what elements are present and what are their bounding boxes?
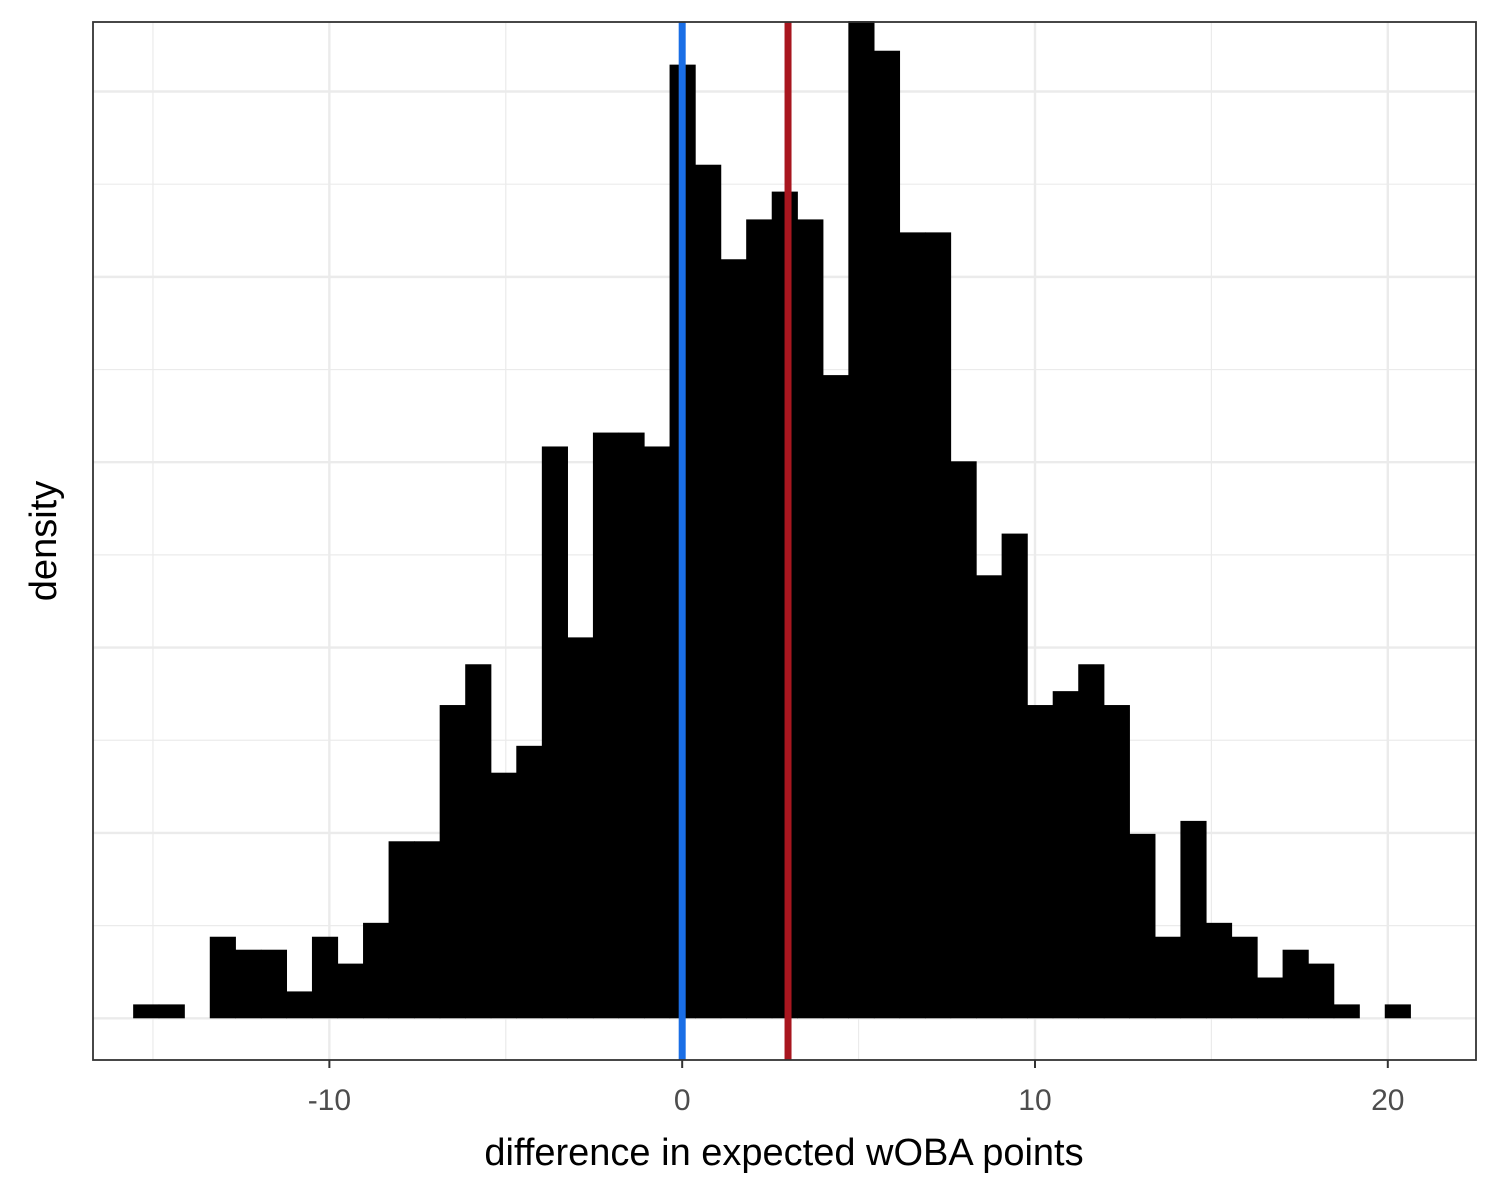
histogram-bar	[490, 772, 517, 1019]
histogram-bar	[873, 50, 901, 1019]
x-tick-label: 10	[1018, 1084, 1051, 1117]
histogram-bar	[644, 446, 671, 1019]
histogram-bar	[286, 991, 313, 1019]
histogram-bar	[746, 219, 773, 1019]
histogram-bar	[1384, 1004, 1411, 1019]
histogram-bar	[541, 446, 568, 1019]
histogram-bar	[695, 164, 722, 1019]
histogram-bar	[158, 1004, 185, 1019]
histogram-bar	[133, 1004, 160, 1019]
histogram-bar	[848, 21, 875, 1019]
reference-lines	[678, 22, 792, 1060]
y-axis-title: density	[23, 481, 65, 601]
histogram-bar	[1205, 922, 1233, 1019]
histogram-bar	[235, 949, 262, 1019]
histogram-bar	[1231, 936, 1258, 1019]
histogram-bars	[133, 21, 1411, 1019]
histogram-bar	[1129, 833, 1156, 1019]
histogram-bar	[1078, 664, 1105, 1019]
histogram-bar	[592, 432, 620, 1019]
histogram-bar	[797, 219, 824, 1019]
histogram-bar	[363, 922, 390, 1019]
histogram-bar	[260, 949, 288, 1019]
histogram-bar	[899, 232, 926, 1019]
x-tick-label: 0	[674, 1084, 691, 1117]
histogram-bar	[209, 936, 236, 1019]
histogram-bar	[1001, 533, 1028, 1019]
histogram-bar	[414, 841, 441, 1019]
histogram-bar	[822, 375, 849, 1019]
histogram-bar	[465, 664, 492, 1019]
histogram-bar	[439, 705, 466, 1019]
histogram-bar	[618, 432, 645, 1019]
x-tick-label: 20	[1371, 1084, 1404, 1117]
histogram-bar	[516, 745, 543, 1019]
histogram-bar	[337, 963, 364, 1019]
histogram-bar	[1052, 691, 1079, 1019]
histogram-bar	[950, 461, 977, 1019]
histogram-bar	[311, 936, 339, 1019]
histogram-bar	[720, 259, 747, 1019]
x-axis-title: difference in expected wOBA points	[484, 1132, 1083, 1174]
histogram-bar	[567, 637, 594, 1019]
histogram-bar	[1103, 705, 1130, 1019]
x-axis-ticks: -10 0 10 20	[308, 1060, 1404, 1117]
histogram-bar	[1180, 820, 1207, 1019]
x-tick-label: -10	[308, 1084, 351, 1117]
histogram-bar	[1027, 705, 1054, 1019]
histogram-bar	[1333, 1004, 1360, 1019]
histogram-bar	[1308, 963, 1335, 1019]
histogram-bar	[388, 841, 415, 1019]
histogram-bar	[924, 232, 952, 1019]
histogram-bar	[976, 575, 1003, 1019]
histogram-bar	[1257, 977, 1284, 1019]
histogram-bar	[1282, 949, 1309, 1019]
plot-border	[92, 21, 1477, 1061]
histogram-bar	[1154, 936, 1182, 1019]
